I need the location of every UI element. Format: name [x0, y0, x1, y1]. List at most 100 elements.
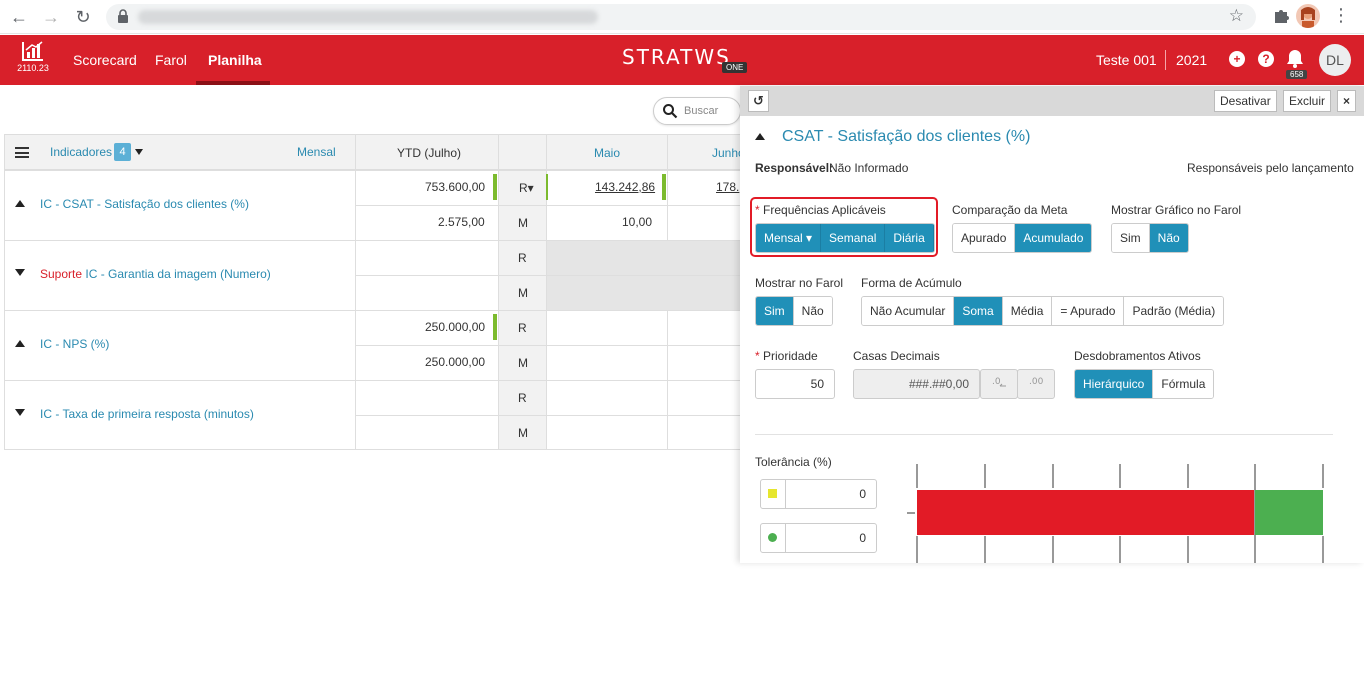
- reload-icon[interactable]: ↻: [75, 7, 91, 27]
- increase-decimal-icon: .00: [1029, 377, 1044, 387]
- bell-icon[interactable]: [1286, 49, 1304, 69]
- highlight-box: [750, 197, 938, 257]
- address-bar[interactable]: [106, 4, 1256, 30]
- acum-apurado-button[interactable]: = Apurado: [1052, 297, 1125, 325]
- acum-padrao-button[interactable]: Padrão (Média): [1124, 297, 1224, 325]
- may-value-link[interactable]: 143.242,86: [595, 180, 656, 194]
- responsibles-link[interactable]: Responsáveis pelo lançamento: [1187, 161, 1354, 175]
- menu-farol[interactable]: Farol: [155, 52, 187, 68]
- freq-diaria-button[interactable]: Diária: [885, 224, 934, 252]
- farol-sim-button[interactable]: Sim: [756, 297, 794, 325]
- indicator-name[interactable]: IC - Garantia da imagem (Numero): [85, 267, 271, 281]
- svg-text:.0: .0: [992, 377, 1001, 387]
- increase-decimals-button[interactable]: .00: [1017, 369, 1055, 399]
- year-selector[interactable]: 2021: [1176, 52, 1208, 68]
- expand-triangle-icon[interactable]: [15, 269, 25, 276]
- row-type-label: M: [518, 356, 528, 370]
- meta-acumulado-button[interactable]: Acumulado: [1015, 224, 1092, 252]
- freq-mensal-dropdown[interactable]: Mensal ▾: [756, 224, 822, 252]
- search-icon: [663, 104, 678, 119]
- url-text[interactable]: [138, 10, 598, 24]
- yellow-square-icon: [768, 489, 777, 498]
- add-icon[interactable]: +: [1229, 51, 1245, 67]
- red-tolerance-bar: [917, 490, 1254, 535]
- row-line: [355, 415, 745, 416]
- meta-comparison-group: Apurado Acumulado: [952, 223, 1093, 253]
- freq-semanal-button[interactable]: Semanal: [821, 224, 886, 252]
- frequencies-group: Mensal ▾ Semanal Diária: [755, 223, 935, 253]
- decimals-label: Casas Decimais: [853, 349, 940, 363]
- responsible-label: Responsável:: [755, 161, 834, 175]
- collapse-triangle-icon[interactable]: [15, 340, 25, 347]
- period-selector[interactable]: Mensal: [297, 145, 336, 159]
- priority-input[interactable]: 50: [755, 369, 835, 399]
- priority-label: * Prioridade: [755, 349, 818, 363]
- close-icon[interactable]: ×: [1337, 90, 1357, 112]
- expand-triangle-icon[interactable]: [15, 409, 25, 416]
- decrease-decimal-icon: .0: [992, 377, 1006, 387]
- user-avatar[interactable]: DL: [1319, 44, 1351, 76]
- ytd-value: 250.000,00: [425, 320, 486, 334]
- deployments-label: Desdobramentos Ativos: [1074, 349, 1201, 363]
- row-line: [355, 205, 745, 206]
- menu-planilha[interactable]: Planilha: [208, 52, 262, 68]
- deactivate-button[interactable]: Desativar: [1214, 90, 1277, 112]
- acum-nao-acumular-button[interactable]: Não Acumular: [862, 297, 955, 325]
- indicator-title[interactable]: IC - Taxa de primeira resposta (minutos): [40, 407, 254, 421]
- indicators-dropdown[interactable]: Indicadores: [50, 145, 113, 159]
- search-placeholder: Buscar: [684, 105, 719, 117]
- header-separator: [1165, 50, 1166, 70]
- acum-media-button[interactable]: Média: [1002, 297, 1053, 325]
- forward-icon[interactable]: →: [42, 7, 60, 27]
- collapse-triangle-icon[interactable]: [755, 133, 765, 140]
- row-type-dropdown[interactable]: R▾: [519, 181, 534, 195]
- col-header-june[interactable]: Junho: [712, 146, 745, 160]
- row-line: [4, 449, 744, 450]
- brand-suffix: ONE: [722, 62, 748, 73]
- chevron-down-icon[interactable]: [135, 149, 143, 155]
- menu-scorecard[interactable]: Scorecard: [73, 52, 137, 68]
- row-type-label: M: [518, 286, 528, 300]
- farol-nao-button[interactable]: Não: [793, 297, 832, 325]
- extensions-icon[interactable]: [1272, 6, 1290, 24]
- tolerance-green-swatch: [760, 523, 786, 553]
- indicator-title[interactable]: Suporte IC - Garantia da imagem (Numero): [40, 267, 271, 281]
- meta-apurado-button[interactable]: Apurado: [953, 224, 1016, 252]
- tolerance-green-input[interactable]: 0: [760, 523, 877, 553]
- chart-logo-icon: [22, 41, 43, 61]
- lock-icon: [118, 9, 128, 23]
- bookmark-star-icon[interactable]: ☆: [1228, 6, 1244, 25]
- tolerance-chart: [907, 464, 1324, 563]
- help-icon[interactable]: ?: [1258, 51, 1274, 67]
- decimals-input[interactable]: ###.##0,00: [853, 369, 980, 399]
- user-label[interactable]: Teste 001: [1096, 52, 1157, 68]
- browser-menu-icon[interactable]: ⋮: [1332, 5, 1350, 25]
- june-value-link[interactable]: 178.: [716, 180, 740, 194]
- row-type-label: R: [518, 391, 527, 405]
- desd-formula-button[interactable]: Fórmula: [1153, 370, 1214, 398]
- row-line: [4, 240, 744, 241]
- history-icon[interactable]: ↺: [748, 90, 769, 112]
- app-logo[interactable]: 2110.23: [14, 41, 52, 81]
- collapse-triangle-icon[interactable]: [15, 200, 25, 207]
- indicator-title[interactable]: IC - NPS (%): [40, 337, 110, 351]
- decrease-decimals-button[interactable]: .0: [980, 369, 1018, 399]
- hamburger-menu-icon[interactable]: [15, 147, 29, 158]
- acum-soma-button[interactable]: Soma: [954, 297, 1003, 325]
- back-icon[interactable]: ←: [10, 7, 28, 27]
- indicator-title[interactable]: IC - CSAT - Satisfação dos clientes (%): [40, 197, 249, 211]
- tolerance-label: Tolerância (%): [755, 455, 832, 469]
- desd-hierarquico-button[interactable]: Hierárquico: [1075, 370, 1154, 398]
- col-divider: [498, 134, 499, 450]
- search-box[interactable]: Buscar: [653, 97, 741, 125]
- delete-button[interactable]: Excluir: [1283, 90, 1332, 112]
- row-type-label: R: [518, 251, 527, 265]
- row-line: [4, 310, 744, 311]
- graph-nao-button[interactable]: Não: [1149, 224, 1188, 252]
- app-header: 2110.23 Scorecard Farol Planilha STRATWS…: [0, 35, 1364, 85]
- browser-profile-avatar[interactable]: [1296, 4, 1320, 28]
- tolerance-yellow-input[interactable]: 0: [760, 479, 877, 509]
- graph-sim-button[interactable]: Sim: [1112, 224, 1150, 252]
- col-header-may[interactable]: Maio: [594, 146, 621, 160]
